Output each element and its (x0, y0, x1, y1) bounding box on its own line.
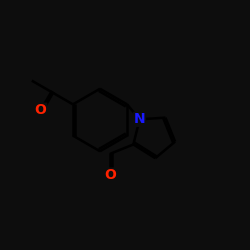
Text: N: N (134, 112, 145, 126)
Text: O: O (35, 103, 46, 117)
Text: O: O (104, 168, 116, 182)
